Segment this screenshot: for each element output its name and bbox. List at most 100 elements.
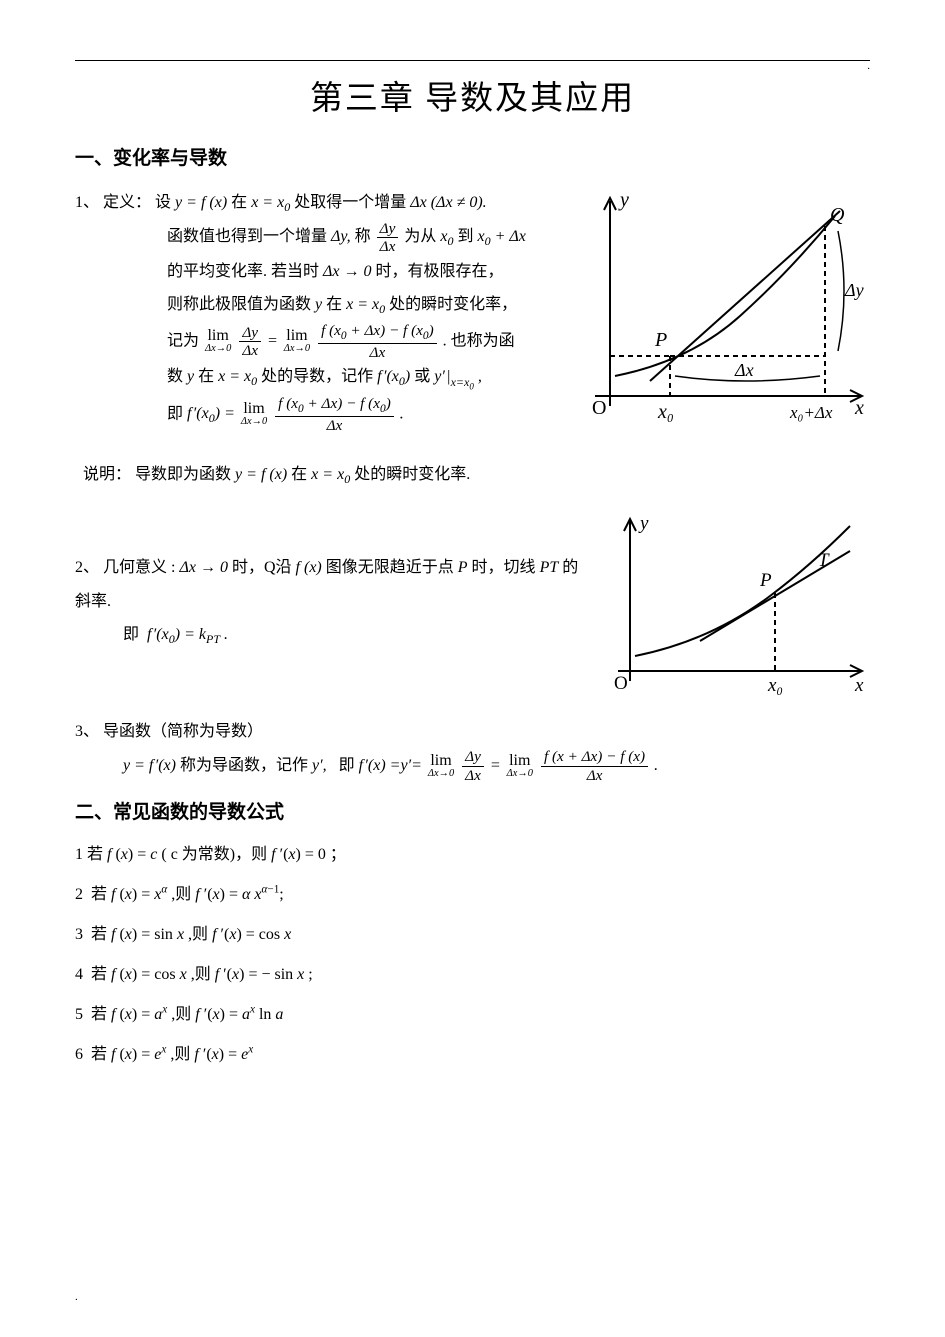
fig1-O-label: O xyxy=(592,397,606,419)
item-1-line2-d: 到 xyxy=(457,228,473,245)
item-1-line5-b: . 也称为函 xyxy=(443,332,515,349)
derivative-formulas: 1 若 f (x) = c ( c 为常数)，则 f ′(x) = 0 ； 2 … xyxy=(75,840,870,1064)
formula-x0dx: x0 + Δx xyxy=(477,228,525,245)
fig1-y-label: y xyxy=(618,189,629,211)
note-formula-2: x = x0 xyxy=(311,466,350,483)
fig1-x1-label: x₀+Δx xyxy=(789,403,833,422)
item-2-line2-a: 即 xyxy=(123,626,139,643)
f3-num: 3 xyxy=(75,926,83,943)
lim-2: limΔx→0 xyxy=(284,328,310,354)
formula-4: 4 若 f (x) = cos x ,则 f ′(x) = − sin x ; xyxy=(75,960,870,984)
figure-2: y x O P T x₀ xyxy=(600,511,870,701)
item-1-line6-d: 或 xyxy=(414,368,430,385)
formula-fpx-eq: f ′(x) =y′= xyxy=(359,757,426,774)
item-1-line6-a: 数 xyxy=(167,368,183,385)
eq-1: = xyxy=(267,332,282,349)
item-1: 1、 定义： 设 y = f (x) 在 x = x0 处取得一个增量 Δx (… xyxy=(75,186,870,436)
formula-yfx: y = f (x) xyxy=(175,194,227,211)
formula-PT: PT xyxy=(540,559,559,576)
f6-a: 若 xyxy=(91,1046,107,1063)
section-2-heading: 二、常见函数的导数公式 xyxy=(75,797,870,824)
frac-dydx-2: ΔyΔx xyxy=(239,325,261,358)
fig2-O-label: O xyxy=(614,673,628,694)
fig1-Q-label: Q xyxy=(830,204,845,226)
lim-1: limΔx→0 xyxy=(205,328,231,354)
note-a: 导数即为函数 xyxy=(135,466,231,483)
f5-b: ,则 xyxy=(171,1006,191,1023)
f3-b: ,则 xyxy=(188,926,208,943)
item-3-line2-a: 称为导函数，记作 xyxy=(180,757,308,774)
item-3: 3、 导函数（简称为导数） y = f ′(x) 称为导函数，记作 y′, 即 … xyxy=(75,715,870,783)
formula-6: 6 若 f (x) = ex ,则 f ′(x) = ex xyxy=(75,1040,870,1064)
f1-num: 1 xyxy=(75,846,83,863)
f5-num: 5 xyxy=(75,1006,83,1023)
formula-fpx0-kpt: f ′(x0) = kPT . xyxy=(143,626,228,643)
note-b: 在 xyxy=(291,466,307,483)
formula-xx0-2: x = x0 xyxy=(346,296,385,313)
item-1-line4-a: 则称此极限值为函数 xyxy=(167,296,311,313)
formula-yp: y′, xyxy=(312,757,335,774)
top-rule xyxy=(75,60,870,61)
fig2-x0-label: x₀ xyxy=(767,675,783,696)
lim-4: limΔx→0 xyxy=(428,753,454,779)
item-2: 2、 几何意义 : Δx → 0 时，Q沿 f (x) 图像无限趋近于点 P 时… xyxy=(75,511,870,701)
item-2-line1-c: 时，切线 xyxy=(472,559,536,576)
item-1-line1-a: 设 xyxy=(155,194,171,211)
item-3-num: 3、 xyxy=(75,715,99,749)
item-1-line3-a: 的平均变化率. 若当时 xyxy=(167,263,319,280)
formula-fx: f (x) xyxy=(296,559,322,576)
figure-1: y x O P Q x₀ x₀+Δx Δx Δy xyxy=(570,186,870,436)
formula-dx: Δx (Δx ≠ 0). xyxy=(410,194,486,211)
formula-dx0-2: Δx → 0 xyxy=(179,559,228,576)
formula-xx0: x = x0 xyxy=(251,194,290,211)
item-1-line4-c: 处的瞬时变化率， xyxy=(389,296,517,313)
item-1-line2-c: 为从 xyxy=(404,228,436,245)
note-label: 说明： xyxy=(83,466,131,483)
item-1-num: 1、 xyxy=(75,186,99,220)
item-1-line2-a: 函数值也得到一个增量 xyxy=(167,228,327,245)
fig1-dy-label: Δy xyxy=(844,280,864,300)
frac-diff-2: f (x0 + Δx) − f (x0)Δx xyxy=(275,396,394,434)
f2-a: 若 xyxy=(91,886,107,903)
chapter-title: 第三章 导数及其应用 xyxy=(75,71,870,119)
item-2-line1-a: 时，Q沿 xyxy=(232,559,292,576)
item-1-line1-c: 处取得一个增量 xyxy=(294,194,406,211)
formula-dx0: Δx → 0 xyxy=(323,263,372,280)
fig2-P-label: P xyxy=(759,570,772,591)
fig2-y-label: y xyxy=(638,513,649,534)
f2-num: 2 xyxy=(75,886,83,903)
formula-1: 1 若 f (x) = c ( c 为常数)，则 f ′(x) = 0 ； xyxy=(75,840,870,864)
item-1-line3-b: 时，有极限存在， xyxy=(376,263,504,280)
formula-y2: y xyxy=(187,368,194,385)
f3-a: 若 xyxy=(91,926,107,943)
item-1-line6-c: 处的导数，记作 xyxy=(261,368,373,385)
note: 说明： 导数即为函数 y = f (x) 在 x = x0 处的瞬时变化率. xyxy=(75,460,870,487)
item-2-num: 2、 xyxy=(75,551,99,585)
f2-b: ,则 xyxy=(171,886,191,903)
item-1-label: 定义： xyxy=(103,194,151,211)
fig1-x-label: x xyxy=(854,397,864,419)
item-1-line2-b: 称 xyxy=(355,228,371,245)
frac-diff-3: f (x + Δx) − f (x)Δx xyxy=(541,749,648,782)
frac-diff: f (x0 + Δx) − f (x0)Δx xyxy=(318,323,437,361)
item-1-line1-b: 在 xyxy=(231,194,247,211)
item-1-line4-b: 在 xyxy=(326,296,342,313)
fig1-dx-label: Δx xyxy=(734,360,754,380)
formula-5: 5 若 f (x) = ax ,则 f ′(x) = ax ln a xyxy=(75,1000,870,1024)
f4-a: 若 xyxy=(91,966,107,983)
footer-dot: . xyxy=(75,1291,78,1303)
item-1-line6-b: 在 xyxy=(198,368,214,385)
f5-a: 若 xyxy=(91,1006,107,1023)
f6-num: 6 xyxy=(75,1046,83,1063)
fig1-P-label: P xyxy=(654,329,667,351)
fig1-x0-label: x₀ xyxy=(657,401,674,423)
frac-dydx-3: ΔyΔx xyxy=(462,749,484,782)
note-formula-1: y = f (x) xyxy=(235,466,287,483)
fig2-T-label: T xyxy=(818,550,830,571)
fig2-x-label: x xyxy=(854,675,864,696)
lim-3: limΔx→0 xyxy=(241,401,267,427)
item-2-label: 几何意义 : xyxy=(103,559,175,576)
period-1: . xyxy=(400,405,404,422)
corner-dot: . xyxy=(867,60,870,72)
formula-3: 3 若 f (x) = sin x ,则 f ′(x) = cos x xyxy=(75,920,870,944)
